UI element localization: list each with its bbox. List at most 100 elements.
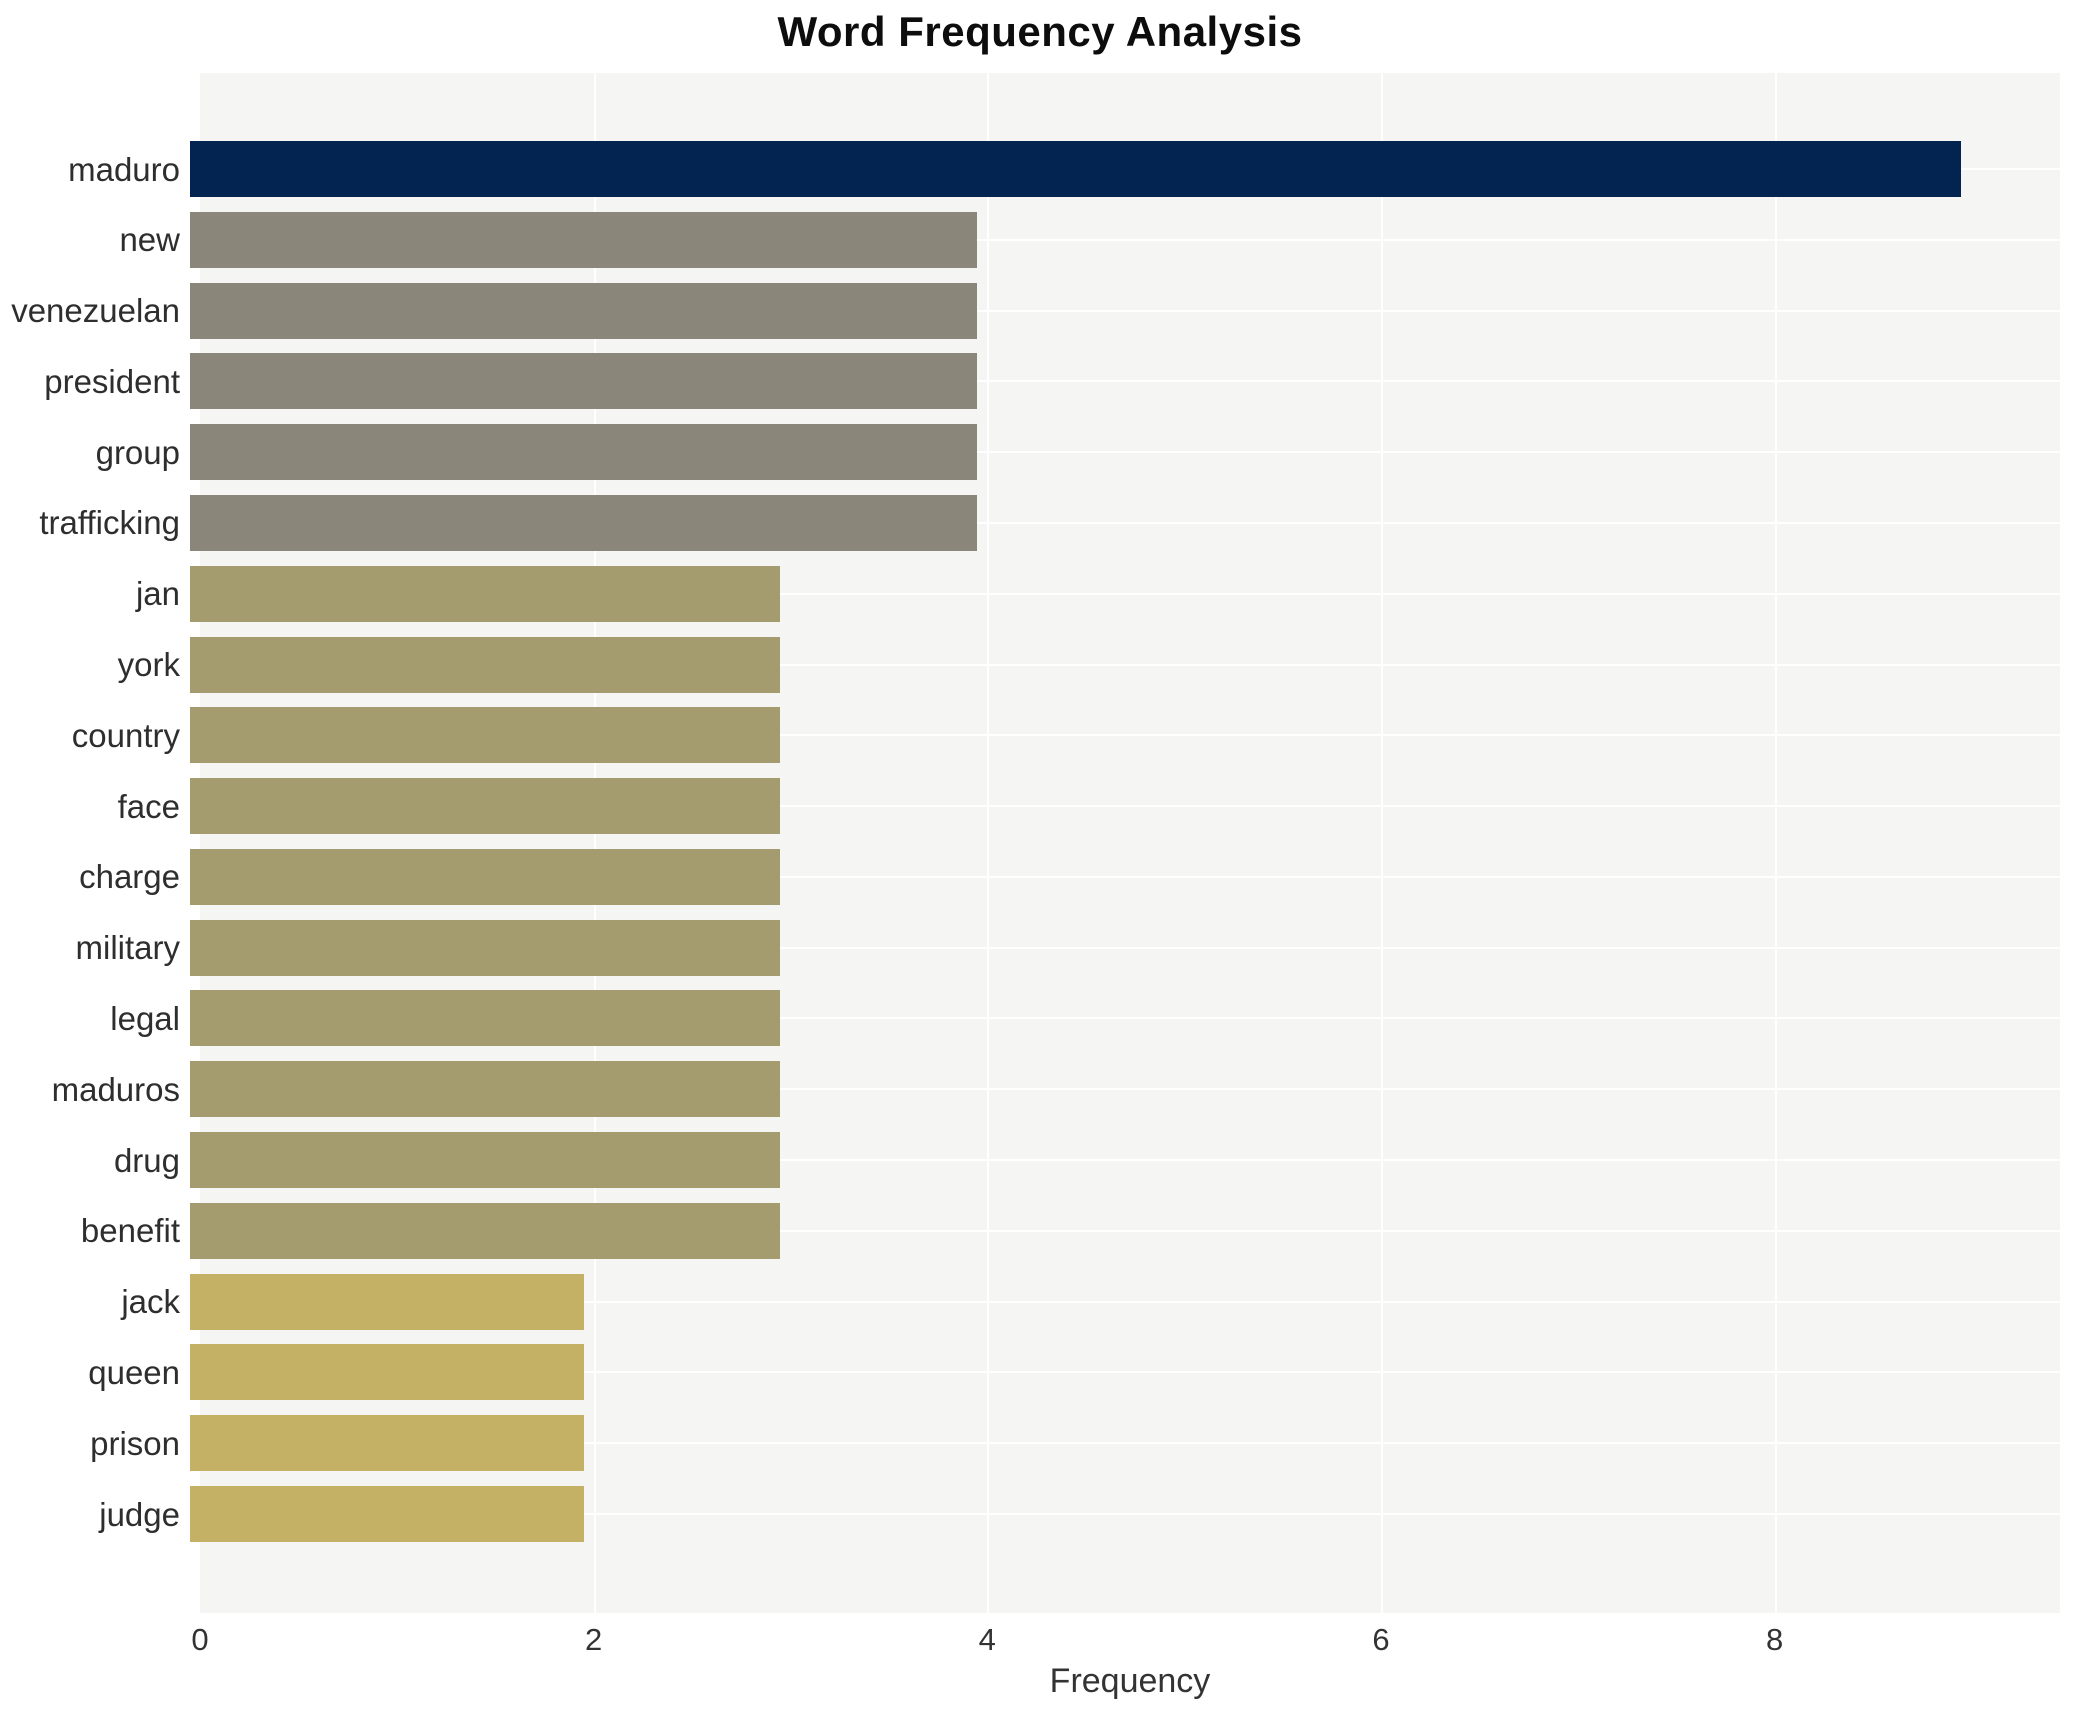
bar: [190, 919, 781, 976]
bar-row: maduros: [0, 1061, 2060, 1118]
bar-track: [190, 353, 2050, 410]
category-label: judge: [99, 1495, 180, 1533]
bar-track: [190, 848, 2050, 905]
category-label: maduro: [68, 150, 180, 188]
y-gridline: [200, 380, 2060, 383]
category-label: maduros: [51, 1070, 180, 1108]
y-gridline: [200, 521, 2060, 524]
y-gridline: [200, 946, 2060, 949]
bar: [190, 353, 978, 410]
x-axis-title: Frequency: [1049, 1662, 1211, 1700]
y-gridline: [200, 592, 2060, 595]
category-label: venezuelan: [11, 292, 180, 330]
y-gridline: [200, 663, 2060, 666]
category-label: york: [117, 646, 180, 684]
bar-track: [190, 707, 2050, 764]
x-gridline: [1380, 73, 1383, 1613]
bar-row: prison: [0, 1415, 2060, 1472]
bar-row: jan: [0, 565, 2060, 622]
y-gridline: [200, 1300, 2060, 1303]
category-label: jan: [135, 575, 180, 613]
bar: [190, 848, 781, 905]
y-gridline: [200, 1442, 2060, 1445]
chart-title: Word Frequency Analysis: [777, 8, 1303, 55]
y-gridline: [200, 1017, 2060, 1020]
category-label: country: [71, 716, 180, 754]
bar-track: [190, 211, 2050, 268]
category-label: drug: [113, 1141, 180, 1179]
bar: [190, 1344, 584, 1401]
y-gridline: [200, 1088, 2060, 1091]
x-tick-label: 2: [585, 1622, 603, 1657]
bar: [190, 424, 978, 481]
x-tick-label: 8: [1765, 1622, 1784, 1657]
bar-row: military: [0, 919, 2060, 976]
y-gridline: [200, 1371, 2060, 1374]
bar-track: [190, 494, 2050, 551]
bar: [190, 282, 978, 339]
bar-track: [190, 282, 2050, 339]
bar-row: jack: [0, 1273, 2060, 1330]
y-gridline: [200, 1229, 2060, 1232]
category-label: group: [95, 433, 180, 471]
bar: [190, 778, 781, 835]
category-label: legal: [110, 999, 180, 1037]
category-label: jack: [121, 1283, 180, 1321]
bar-track: [190, 424, 2050, 481]
bar-track: [190, 1344, 2050, 1401]
bar-row: drug: [0, 1132, 2060, 1189]
category-label: benefit: [80, 1212, 180, 1250]
bar-row: president: [0, 353, 2060, 410]
bar: [190, 636, 781, 693]
bar-track: [190, 636, 2050, 693]
y-gridline: [200, 1159, 2060, 1162]
bar-track: [190, 990, 2050, 1047]
category-label: new: [119, 221, 180, 259]
bar: [190, 1061, 781, 1118]
bar-track: [190, 1415, 2050, 1472]
x-tick-label: 0: [191, 1622, 209, 1657]
bar: [190, 1415, 584, 1472]
category-label: prison: [90, 1424, 180, 1462]
x-gridline: [1774, 73, 1777, 1613]
category-label: military: [75, 929, 181, 967]
y-gridline: [200, 451, 2060, 454]
bar-row: judge: [0, 1486, 2060, 1542]
bar-row: maduro: [0, 141, 2060, 197]
y-gridline: [200, 805, 2060, 808]
bar-track: [190, 565, 2050, 622]
category-label: president: [44, 362, 180, 400]
bar: [190, 494, 978, 551]
bar: [190, 211, 978, 268]
x-gridline: [593, 73, 596, 1613]
bar: [190, 1486, 584, 1542]
x-gridline: [987, 73, 990, 1613]
bar-track: [190, 1061, 2050, 1118]
y-gridline: [200, 309, 2060, 312]
bar-row: benefit: [0, 1202, 2060, 1259]
y-gridline: [200, 238, 2060, 241]
bar-row: queen: [0, 1344, 2060, 1401]
bar-row: face: [0, 778, 2060, 835]
bars-layer: maduro new venezuelan president group traffic…: [0, 73, 2060, 1613]
x-tick-label: 4: [978, 1622, 996, 1657]
bar-row: group: [0, 424, 2060, 481]
category-label: queen: [88, 1353, 180, 1391]
bar-track: [190, 1202, 2050, 1259]
bar-track: [190, 778, 2050, 835]
bar: [190, 565, 781, 622]
x-tick-label: 6: [1372, 1622, 1390, 1657]
bar-track: [190, 1132, 2050, 1189]
y-gridline: [200, 875, 2060, 878]
bar-row: venezuelan: [0, 282, 2060, 339]
category-label: trafficking: [39, 504, 180, 542]
y-gridline: [200, 734, 2060, 737]
bar-track: [190, 1273, 2050, 1330]
bar-row: charge: [0, 848, 2060, 905]
bar-row: trafficking: [0, 494, 2060, 551]
bar: [190, 1273, 584, 1330]
bar: [190, 990, 781, 1047]
category-label: face: [117, 787, 180, 825]
bar-track: [190, 141, 2050, 197]
y-gridline: [200, 1513, 2060, 1515]
